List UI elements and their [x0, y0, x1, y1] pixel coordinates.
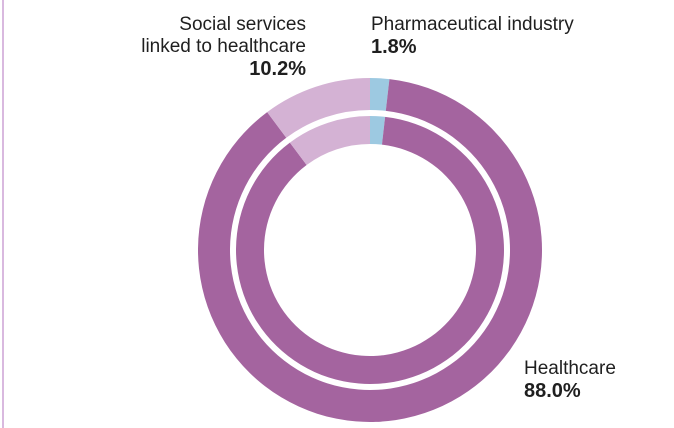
- slice-healthcare-ring-inner: [235, 116, 504, 385]
- slice-social-services-ring-outer: [267, 78, 370, 138]
- label-pharmaceutical-industry: Pharmaceutical industry 1.8%: [371, 14, 574, 59]
- value-pharmaceutical-industry: 1.8%: [371, 36, 417, 58]
- value-healthcare: 88.0%: [524, 380, 581, 402]
- label-social-line-1: Social services: [179, 14, 306, 35]
- value-social-services: 10.2%: [249, 58, 306, 80]
- slice-social-services-ring-inner: [289, 116, 370, 166]
- label-healthcare-text: Healthcare: [524, 358, 616, 379]
- label-social-line-2: linked to healthcare: [141, 36, 306, 57]
- slice-pharmaceutical-industry-ring-outer: [370, 78, 390, 111]
- label-healthcare: Healthcare 88.0%: [524, 358, 616, 403]
- slice-pharmaceutical-industry-ring-inner: [370, 116, 386, 145]
- label-pharma-text: Pharmaceutical industry: [371, 14, 574, 35]
- label-social-services: Social services linked to healthcare 10.…: [141, 14, 306, 81]
- left-border-rule: [2, 0, 4, 428]
